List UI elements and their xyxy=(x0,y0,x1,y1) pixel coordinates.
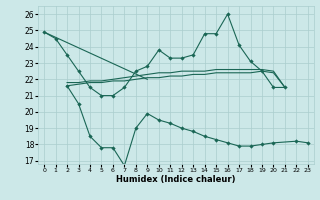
X-axis label: Humidex (Indice chaleur): Humidex (Indice chaleur) xyxy=(116,175,236,184)
